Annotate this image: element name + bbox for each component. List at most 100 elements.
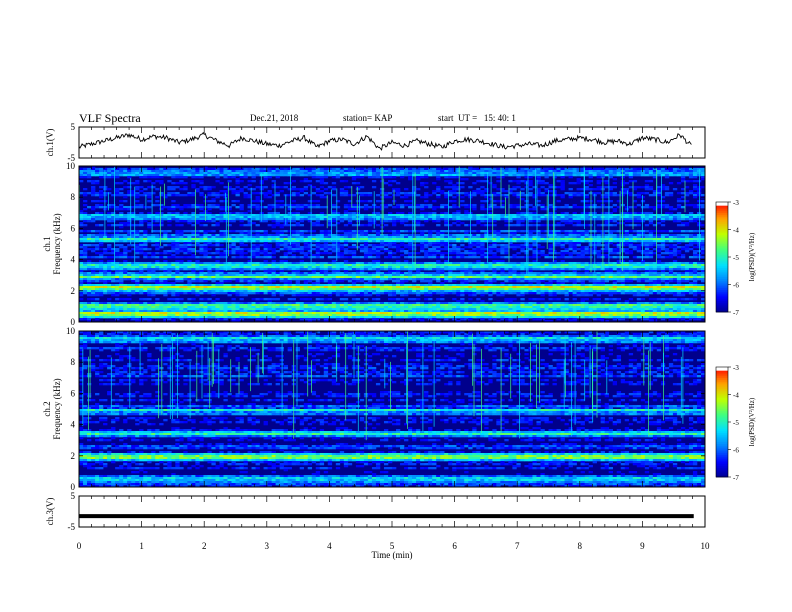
spectrogram-cell: [472, 250, 477, 253]
spectrogram-cell: [660, 238, 666, 241]
spectrogram-cell: [608, 188, 613, 191]
spectrogram-cell: [576, 216, 581, 219]
spectrogram-cell: [648, 212, 654, 215]
spectrogram-cell: [199, 252, 204, 255]
spectrogram-cell: [696, 188, 702, 191]
spectrogram-cell: [283, 264, 288, 267]
spectrogram-cell: [608, 214, 613, 217]
spectrogram-cell: [648, 252, 654, 255]
spectrogram-cell: [448, 206, 453, 209]
spectrogram-cell: [408, 174, 413, 177]
spectrogram-cell: [452, 190, 457, 193]
spectrogram-cell: [159, 272, 164, 275]
spectrogram-cell: [452, 268, 457, 271]
spectrogram-cell: [676, 192, 682, 195]
spectrogram-cell: [291, 174, 296, 177]
spectrogram-cell: [572, 266, 577, 269]
spectrogram-cell: [335, 168, 341, 171]
spectrogram-cell: [343, 216, 349, 219]
spectrogram-cell: [660, 240, 666, 243]
spectrogram-cell: [456, 230, 461, 233]
spectrogram-cell: [255, 198, 260, 201]
spectrogram-cell: [115, 234, 120, 237]
spectrogram-cell: [560, 218, 565, 221]
spectrogram-cell: [672, 188, 678, 191]
spectrogram-cell: [143, 248, 148, 251]
spectrogram-cell: [432, 256, 437, 259]
spectrogram-cell: [668, 208, 674, 211]
spectrogram-cell: [95, 246, 100, 249]
spectrogram-cell: [640, 232, 646, 235]
spectrogram-cell: [612, 214, 618, 217]
spectrogram-cell: [315, 174, 321, 177]
spectrogram-cell: [444, 176, 449, 179]
spectrogram-cell: [492, 264, 497, 267]
spectrogram-cell: [215, 206, 220, 209]
spectrogram-cell: [91, 174, 96, 177]
spectrogram-cell: [239, 264, 244, 267]
spectrogram-cell: [460, 196, 465, 199]
spectrogram-cell: [135, 248, 140, 251]
spectrogram-cell: [644, 204, 650, 207]
spectrogram-cell: [127, 182, 132, 185]
spectrogram-cell: [536, 230, 541, 233]
spectrogram-cell: [624, 234, 630, 237]
spectrogram-cell: [544, 262, 549, 265]
spectrogram-cell: [83, 192, 88, 195]
spectrogram-cell: [420, 266, 425, 269]
spectrogram-cell: [171, 174, 176, 177]
spectrogram-cell: [131, 174, 136, 177]
spectrogram-cell: [251, 240, 256, 243]
spectrogram-cell: [263, 238, 268, 241]
spectrogram-cell: [203, 236, 208, 239]
spectrogram-cell: [131, 230, 136, 233]
spectrogram-cell: [227, 272, 232, 275]
spectrogram-cell: [584, 206, 589, 209]
spectrogram-cell: [392, 232, 397, 235]
spectrogram-cell: [668, 256, 674, 259]
spectrogram-cell: [432, 212, 437, 215]
spectrogram-cell: [640, 200, 646, 203]
spectrogram-cell: [400, 248, 405, 251]
spectrogram-cell: [95, 244, 100, 247]
spectrogram-cell: [644, 186, 650, 189]
spectrogram-cell: [396, 212, 401, 215]
spectrogram-cell: [215, 176, 220, 179]
spectrogram-cell: [416, 206, 421, 209]
spectrogram-cell: [143, 206, 148, 209]
spectrogram-cell: [412, 174, 417, 177]
spectrogram-cell: [556, 230, 561, 233]
spectrogram-cell: [295, 270, 300, 273]
spectrogram-cell: [95, 206, 100, 209]
spectrogram-cell: [488, 168, 493, 171]
spectrogram-cell: [624, 256, 630, 259]
spectrogram-cell: [339, 220, 345, 223]
spectrogram-cell: [263, 170, 268, 173]
spectrogram-cell: [700, 224, 706, 227]
station-label: station= KAP: [343, 113, 393, 123]
spectrogram-cell: [496, 180, 501, 183]
spectrogram-cell: [123, 216, 128, 219]
spectrogram-cell: [359, 266, 365, 269]
spectrogram-cell: [243, 212, 248, 215]
spectrogram-cell: [564, 230, 569, 233]
spectrogram-cell: [500, 170, 505, 173]
spectrogram-cell: [223, 234, 228, 237]
spectrogram-cell: [175, 182, 180, 185]
spectrogram-cell: [560, 186, 565, 189]
spectrogram-cell: [420, 212, 425, 215]
spectrogram-cell: [135, 272, 140, 275]
spectrogram-cell: [628, 238, 634, 241]
spectrogram-cell: [171, 200, 176, 203]
spectrogram-cell: [231, 248, 236, 251]
spectrogram-cell: [568, 256, 573, 259]
spectrogram-cell: [644, 188, 650, 191]
spectrogram-cell: [480, 252, 485, 255]
spectrogram-cell: [279, 270, 284, 273]
spectrogram-cell: [400, 254, 405, 257]
spectrogram-cell: [440, 190, 445, 193]
spectrogram-cell: [247, 236, 252, 239]
spectrogram-cell: [87, 238, 92, 241]
spectrogram-cell: [247, 264, 252, 267]
spectrogram-cell: [684, 172, 690, 175]
